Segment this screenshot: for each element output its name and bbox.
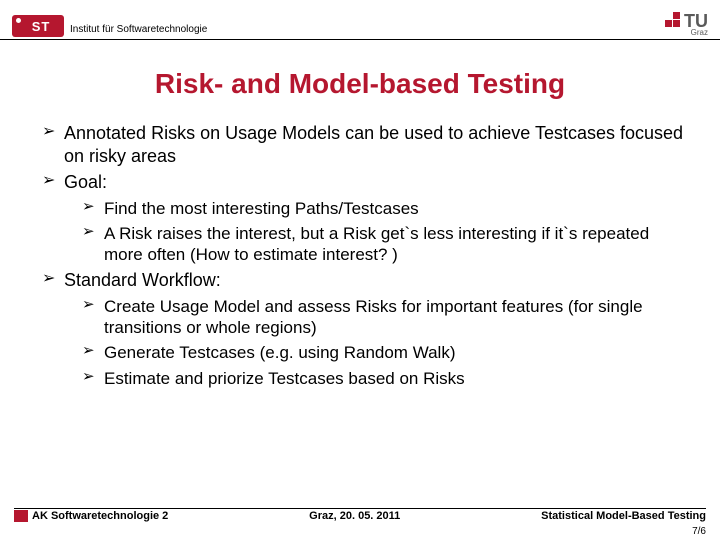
sub-bullet-item: Create Usage Model and assess Risks for … [82, 296, 690, 339]
sub-bullet-item: Estimate and priorize Testcases based on… [82, 368, 690, 389]
bullet-item: Standard Workflow: Create Usage Model an… [42, 269, 690, 389]
slide-footer: AK Softwaretechnologie 2 Graz, 20. 05. 2… [0, 508, 720, 522]
slide-header: ST Institut für Softwaretechnologie TU G… [0, 0, 720, 40]
bullet-item: Goal: Find the most interesting Paths/Te… [42, 171, 690, 265]
ist-logo: ST [12, 15, 64, 37]
footer-accent-icon [14, 510, 28, 522]
sub-bullet-item: Generate Testcases (e.g. using Random Wa… [82, 342, 690, 363]
footer-left: AK Softwaretechnologie 2 [14, 510, 168, 522]
bullet-text: Create Usage Model and assess Risks for … [104, 297, 643, 337]
ist-logo-text: ST [32, 19, 51, 34]
bullet-text: Generate Testcases (e.g. using Random Wa… [104, 343, 456, 362]
bullet-text: A Risk raises the interest, but a Risk g… [104, 224, 649, 264]
page-number: 7/6 [692, 526, 706, 537]
bullet-item: Annotated Risks on Usage Models can be u… [42, 122, 690, 167]
slide-title: Risk- and Model-based Testing [0, 68, 720, 100]
bullet-text: Annotated Risks on Usage Models can be u… [64, 123, 683, 166]
sub-bullet-item: A Risk raises the interest, but a Risk g… [82, 223, 690, 266]
footer-left-text: AK Softwaretechnologie 2 [32, 510, 168, 522]
header-left: ST Institut für Softwaretechnologie [12, 15, 207, 37]
bullet-text: Standard Workflow: [64, 270, 221, 290]
tu-graz-logo: TU Graz [665, 12, 708, 37]
footer-center-text: Graz, 20. 05. 2011 [309, 510, 400, 522]
bullet-text: Find the most interesting Paths/Testcase… [104, 199, 419, 218]
slide-content: Annotated Risks on Usage Models can be u… [0, 122, 720, 389]
bullet-text: Goal: [64, 172, 107, 192]
bullet-text: Estimate and priorize Testcases based on… [104, 369, 465, 388]
footer-right-text: Statistical Model-Based Testing [541, 510, 706, 522]
institute-name: Institut für Softwaretechnologie [70, 24, 207, 37]
sub-bullet-item: Find the most interesting Paths/Testcase… [82, 198, 690, 219]
tu-squares-icon [665, 12, 680, 27]
